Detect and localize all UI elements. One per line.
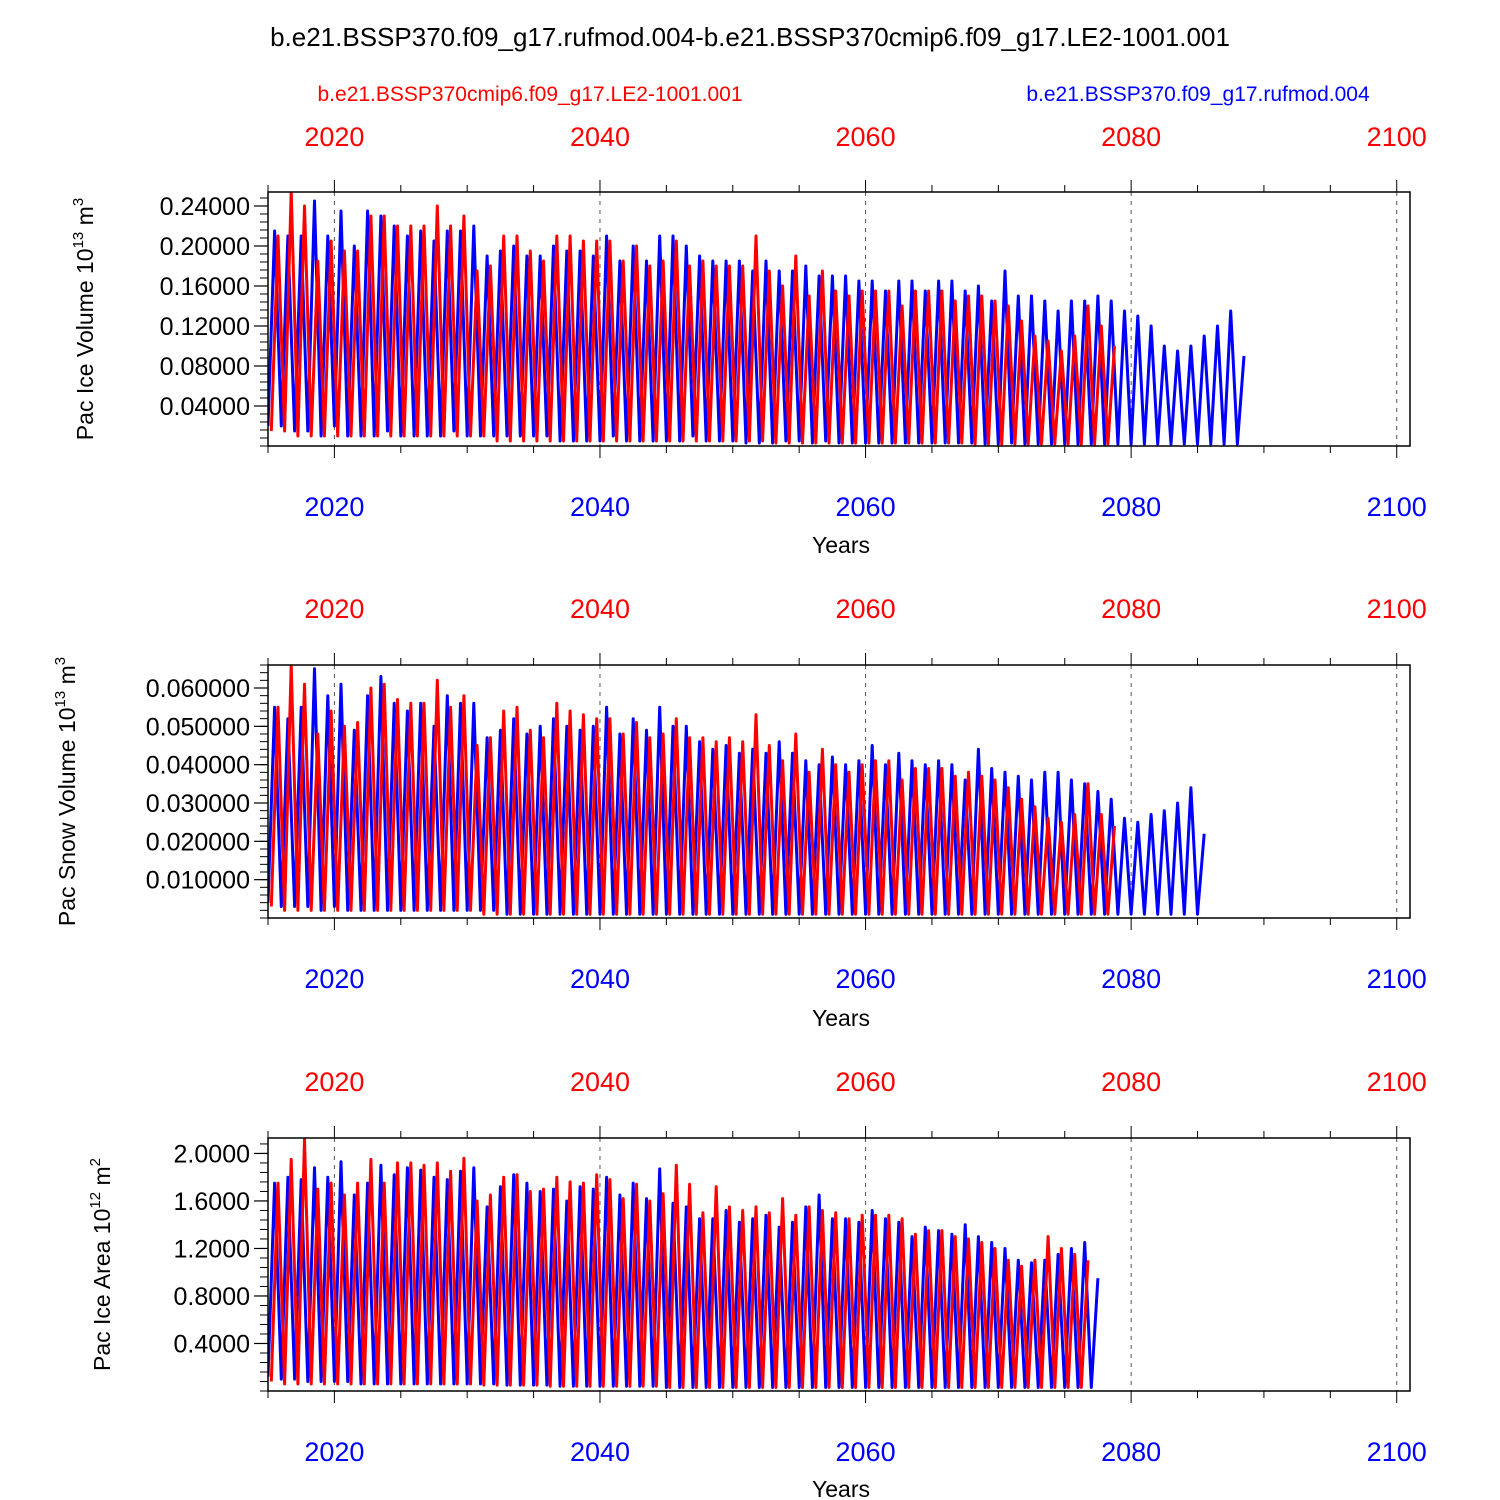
y-axis-label-exponent: 13 — [70, 232, 87, 249]
y-axis-label-exponent: 13 — [52, 691, 69, 708]
y-tick-label: 0.050000 — [146, 713, 250, 741]
x-tick-label-bottom: 2020 — [304, 964, 364, 994]
series-line-blue — [268, 667, 1206, 916]
y-axis-label-text: Pac Ice Volume 10 — [72, 248, 98, 440]
y-axis-label: Pac Ice Volume 1013 m3 — [70, 198, 98, 440]
x-tick-label-top: 2080 — [1101, 1067, 1161, 1097]
y-axis-label-exponent: 12 — [87, 1192, 104, 1209]
y-tick-label: 1.6000 — [174, 1188, 250, 1216]
plot-frame — [267, 1137, 1411, 1392]
x-tick-label-top: 2080 — [1101, 594, 1161, 624]
y-tick-label: 0.04000 — [160, 393, 250, 421]
plot-area — [268, 1138, 1100, 1389]
x-tick-label-top: 2060 — [836, 1067, 896, 1097]
x-tick-label-bottom: 2020 — [304, 492, 364, 522]
y-axis-label: Pac Ice Area 1012 m2 — [87, 1158, 115, 1371]
legend-blue-label: b.e21.BSSP370.f09_g17.rufmod.004 — [1026, 83, 1370, 106]
panel-ice-area: 0.4000 0.8000 1.2000 1.6000 2.0000 2020 2020 20… — [87, 1067, 1427, 1500]
x-tick-label-bottom: 2020 — [304, 1437, 364, 1467]
x-tick-label-top: 2040 — [570, 1067, 630, 1097]
x-tick-label-top: 2020 — [304, 1067, 364, 1097]
y-tick-label: 1.2000 — [174, 1235, 250, 1263]
series-line-blue — [268, 199, 1246, 446]
x-axis-label: Years — [812, 1476, 870, 1500]
x-tick-label-bottom: 2060 — [836, 492, 896, 522]
y-tick-label: 0.010000 — [146, 867, 250, 895]
y-axis-label-text: Pac Ice Area 10 — [89, 1209, 115, 1371]
y-axis-label-unit-exponent: 3 — [52, 657, 69, 665]
panel-ice-volume: 0.04000 0.08000 0.12000 0.16000 0.20000 0.240… — [70, 122, 1427, 558]
y-tick-label: 0.020000 — [146, 828, 250, 856]
x-tick-label-bottom: 2100 — [1367, 492, 1427, 522]
x-axis-label: Years — [812, 1005, 870, 1031]
y-axis-label-unit: m — [54, 665, 80, 691]
series-line-red — [269, 665, 1116, 916]
y-tick-label: 0.12000 — [160, 313, 250, 341]
x-tick-label-bottom: 2100 — [1367, 1437, 1427, 1467]
series-line-red — [269, 192, 1116, 446]
y-tick-label: 0.030000 — [146, 790, 250, 818]
x-tick-label-top: 2020 — [304, 594, 364, 624]
x-tick-label-top: 2100 — [1367, 594, 1427, 624]
y-axis-label-unit: m — [89, 1166, 115, 1192]
series-line-red — [269, 1138, 1090, 1389]
plot-frame — [267, 191, 1411, 447]
plot-frame — [267, 664, 1411, 919]
x-tick-label-top: 2020 — [304, 122, 364, 152]
x-tick-label-top: 2040 — [570, 594, 630, 624]
y-tick-label: 0.4000 — [174, 1330, 250, 1358]
x-tick-label-bottom: 2060 — [836, 1437, 896, 1467]
x-tick-label-bottom: 2040 — [570, 492, 630, 522]
legend-red-label: b.e21.BSSP370cmip6.f09_g17.LE2-1001.001 — [318, 83, 743, 106]
x-tick-label-top: 2100 — [1367, 122, 1427, 152]
y-tick-label: 0.040000 — [146, 752, 250, 780]
x-tick-label-bottom: 2080 — [1101, 1437, 1161, 1467]
y-tick-label: 0.8000 — [174, 1283, 250, 1311]
x-tick-label-bottom: 2060 — [836, 964, 896, 994]
x-tick-label-top: 2060 — [836, 594, 896, 624]
y-tick-label: 0.20000 — [160, 233, 250, 261]
x-tick-label-bottom: 2080 — [1101, 492, 1161, 522]
plot-area — [268, 192, 1246, 446]
y-axis-label: Pac Snow Volume 1013 m3 — [52, 657, 80, 926]
figure-title: b.e21.BSSP370.f09_g17.rufmod.004-b.e21.B… — [270, 22, 1230, 52]
y-tick-label: 0.24000 — [160, 193, 250, 221]
x-tick-label-bottom: 2080 — [1101, 964, 1161, 994]
x-tick-label-top: 2100 — [1367, 1067, 1427, 1097]
x-axis-label: Years — [812, 532, 870, 558]
panel-snow-volume: 0.010000 0.020000 0.030000 0.040000 0.050000… — [52, 594, 1427, 1031]
y-axis-label-unit-exponent: 2 — [87, 1158, 104, 1166]
x-tick-label-top: 2040 — [570, 122, 630, 152]
y-tick-label: 0.060000 — [146, 675, 250, 703]
x-tick-label-bottom: 2040 — [570, 964, 630, 994]
x-tick-label-bottom: 2100 — [1367, 964, 1427, 994]
plot-area — [268, 665, 1206, 916]
y-tick-label: 0.16000 — [160, 273, 250, 301]
x-tick-label-top: 2060 — [836, 122, 896, 152]
x-tick-label-top: 2080 — [1101, 122, 1161, 152]
y-axis-label-unit: m — [72, 206, 98, 232]
x-tick-label-bottom: 2040 — [570, 1437, 630, 1467]
y-axis-label-unit-exponent: 3 — [70, 198, 87, 206]
y-tick-label: 2.0000 — [174, 1140, 250, 1168]
y-tick-label: 0.08000 — [160, 353, 250, 381]
y-axis-label-text: Pac Snow Volume 10 — [54, 707, 80, 926]
